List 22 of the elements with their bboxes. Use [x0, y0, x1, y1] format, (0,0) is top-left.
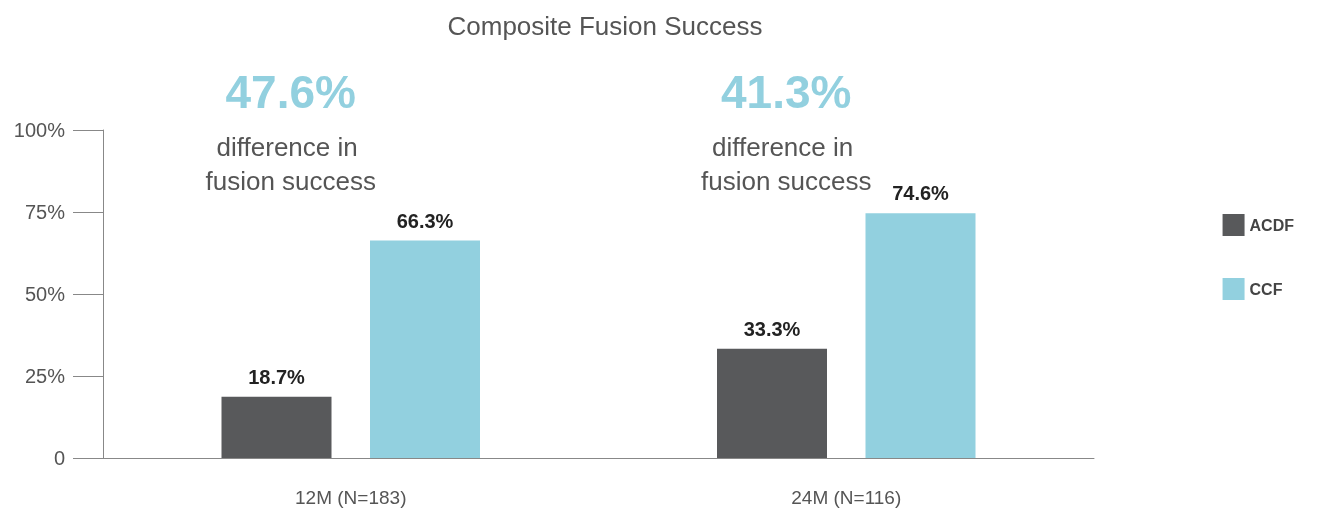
y-tick-label: 0: [53, 447, 65, 469]
data-label: 66.3%: [396, 209, 454, 232]
data-label: 74.6%: [892, 182, 950, 205]
y-tick-label: 75%: [24, 201, 66, 223]
data-label: 18.7%: [248, 365, 306, 388]
legend-label: CCF: [1249, 280, 1283, 298]
bar: [717, 348, 827, 458]
x-tick-label: 24M (N=116): [791, 487, 902, 508]
x-tick-label: 12M (N=183): [295, 487, 407, 508]
text: 41.3%: [721, 66, 852, 118]
y-tick-label: 25%: [24, 365, 66, 387]
annotation: difference in fusion success: [205, 132, 377, 196]
data-label: 33.3%: [743, 317, 801, 340]
bar: [221, 396, 332, 458]
y-tick-label: 50%: [24, 283, 66, 305]
y-tick-label: 100%: [13, 119, 66, 141]
text: 47.6%: [225, 66, 356, 118]
bar: [370, 240, 480, 458]
chart-title: Composite Fusion Success: [447, 11, 763, 41]
legend-label: ACDF: [1249, 216, 1295, 234]
bar: [865, 213, 976, 458]
annotation: difference in fusion success: [700, 132, 872, 196]
